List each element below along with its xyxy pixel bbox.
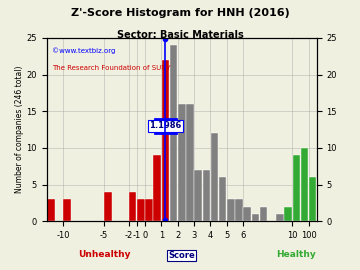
Text: Z'-Score Histogram for HNH (2016): Z'-Score Histogram for HNH (2016) — [71, 8, 289, 18]
Bar — [219, 177, 226, 221]
Text: 1.1986: 1.1986 — [149, 122, 182, 130]
Text: Sector: Basic Materials: Sector: Basic Materials — [117, 30, 243, 40]
Text: Healthy: Healthy — [276, 250, 316, 259]
Bar — [129, 192, 136, 221]
Bar — [104, 192, 112, 221]
Bar — [178, 104, 185, 221]
Bar — [145, 199, 153, 221]
Bar — [162, 60, 169, 221]
Bar — [252, 214, 259, 221]
Bar — [194, 170, 202, 221]
Bar — [260, 207, 267, 221]
Bar — [309, 177, 316, 221]
Bar — [301, 148, 308, 221]
Bar — [63, 199, 71, 221]
Bar — [170, 45, 177, 221]
Bar — [211, 133, 218, 221]
Text: ©www.textbiz.org: ©www.textbiz.org — [52, 47, 116, 54]
Text: The Research Foundation of SUNY: The Research Foundation of SUNY — [52, 65, 171, 71]
Bar — [137, 199, 145, 221]
Bar — [235, 199, 243, 221]
Bar — [243, 207, 251, 221]
Bar — [47, 199, 55, 221]
Bar — [293, 155, 300, 221]
Bar — [276, 214, 284, 221]
Text: Unhealthy: Unhealthy — [78, 250, 130, 259]
X-axis label: Score: Score — [168, 251, 195, 260]
Bar — [186, 104, 194, 221]
Bar — [284, 207, 292, 221]
Y-axis label: Number of companies (246 total): Number of companies (246 total) — [15, 66, 24, 193]
Bar — [227, 199, 235, 221]
Bar — [203, 170, 210, 221]
Bar — [153, 155, 161, 221]
